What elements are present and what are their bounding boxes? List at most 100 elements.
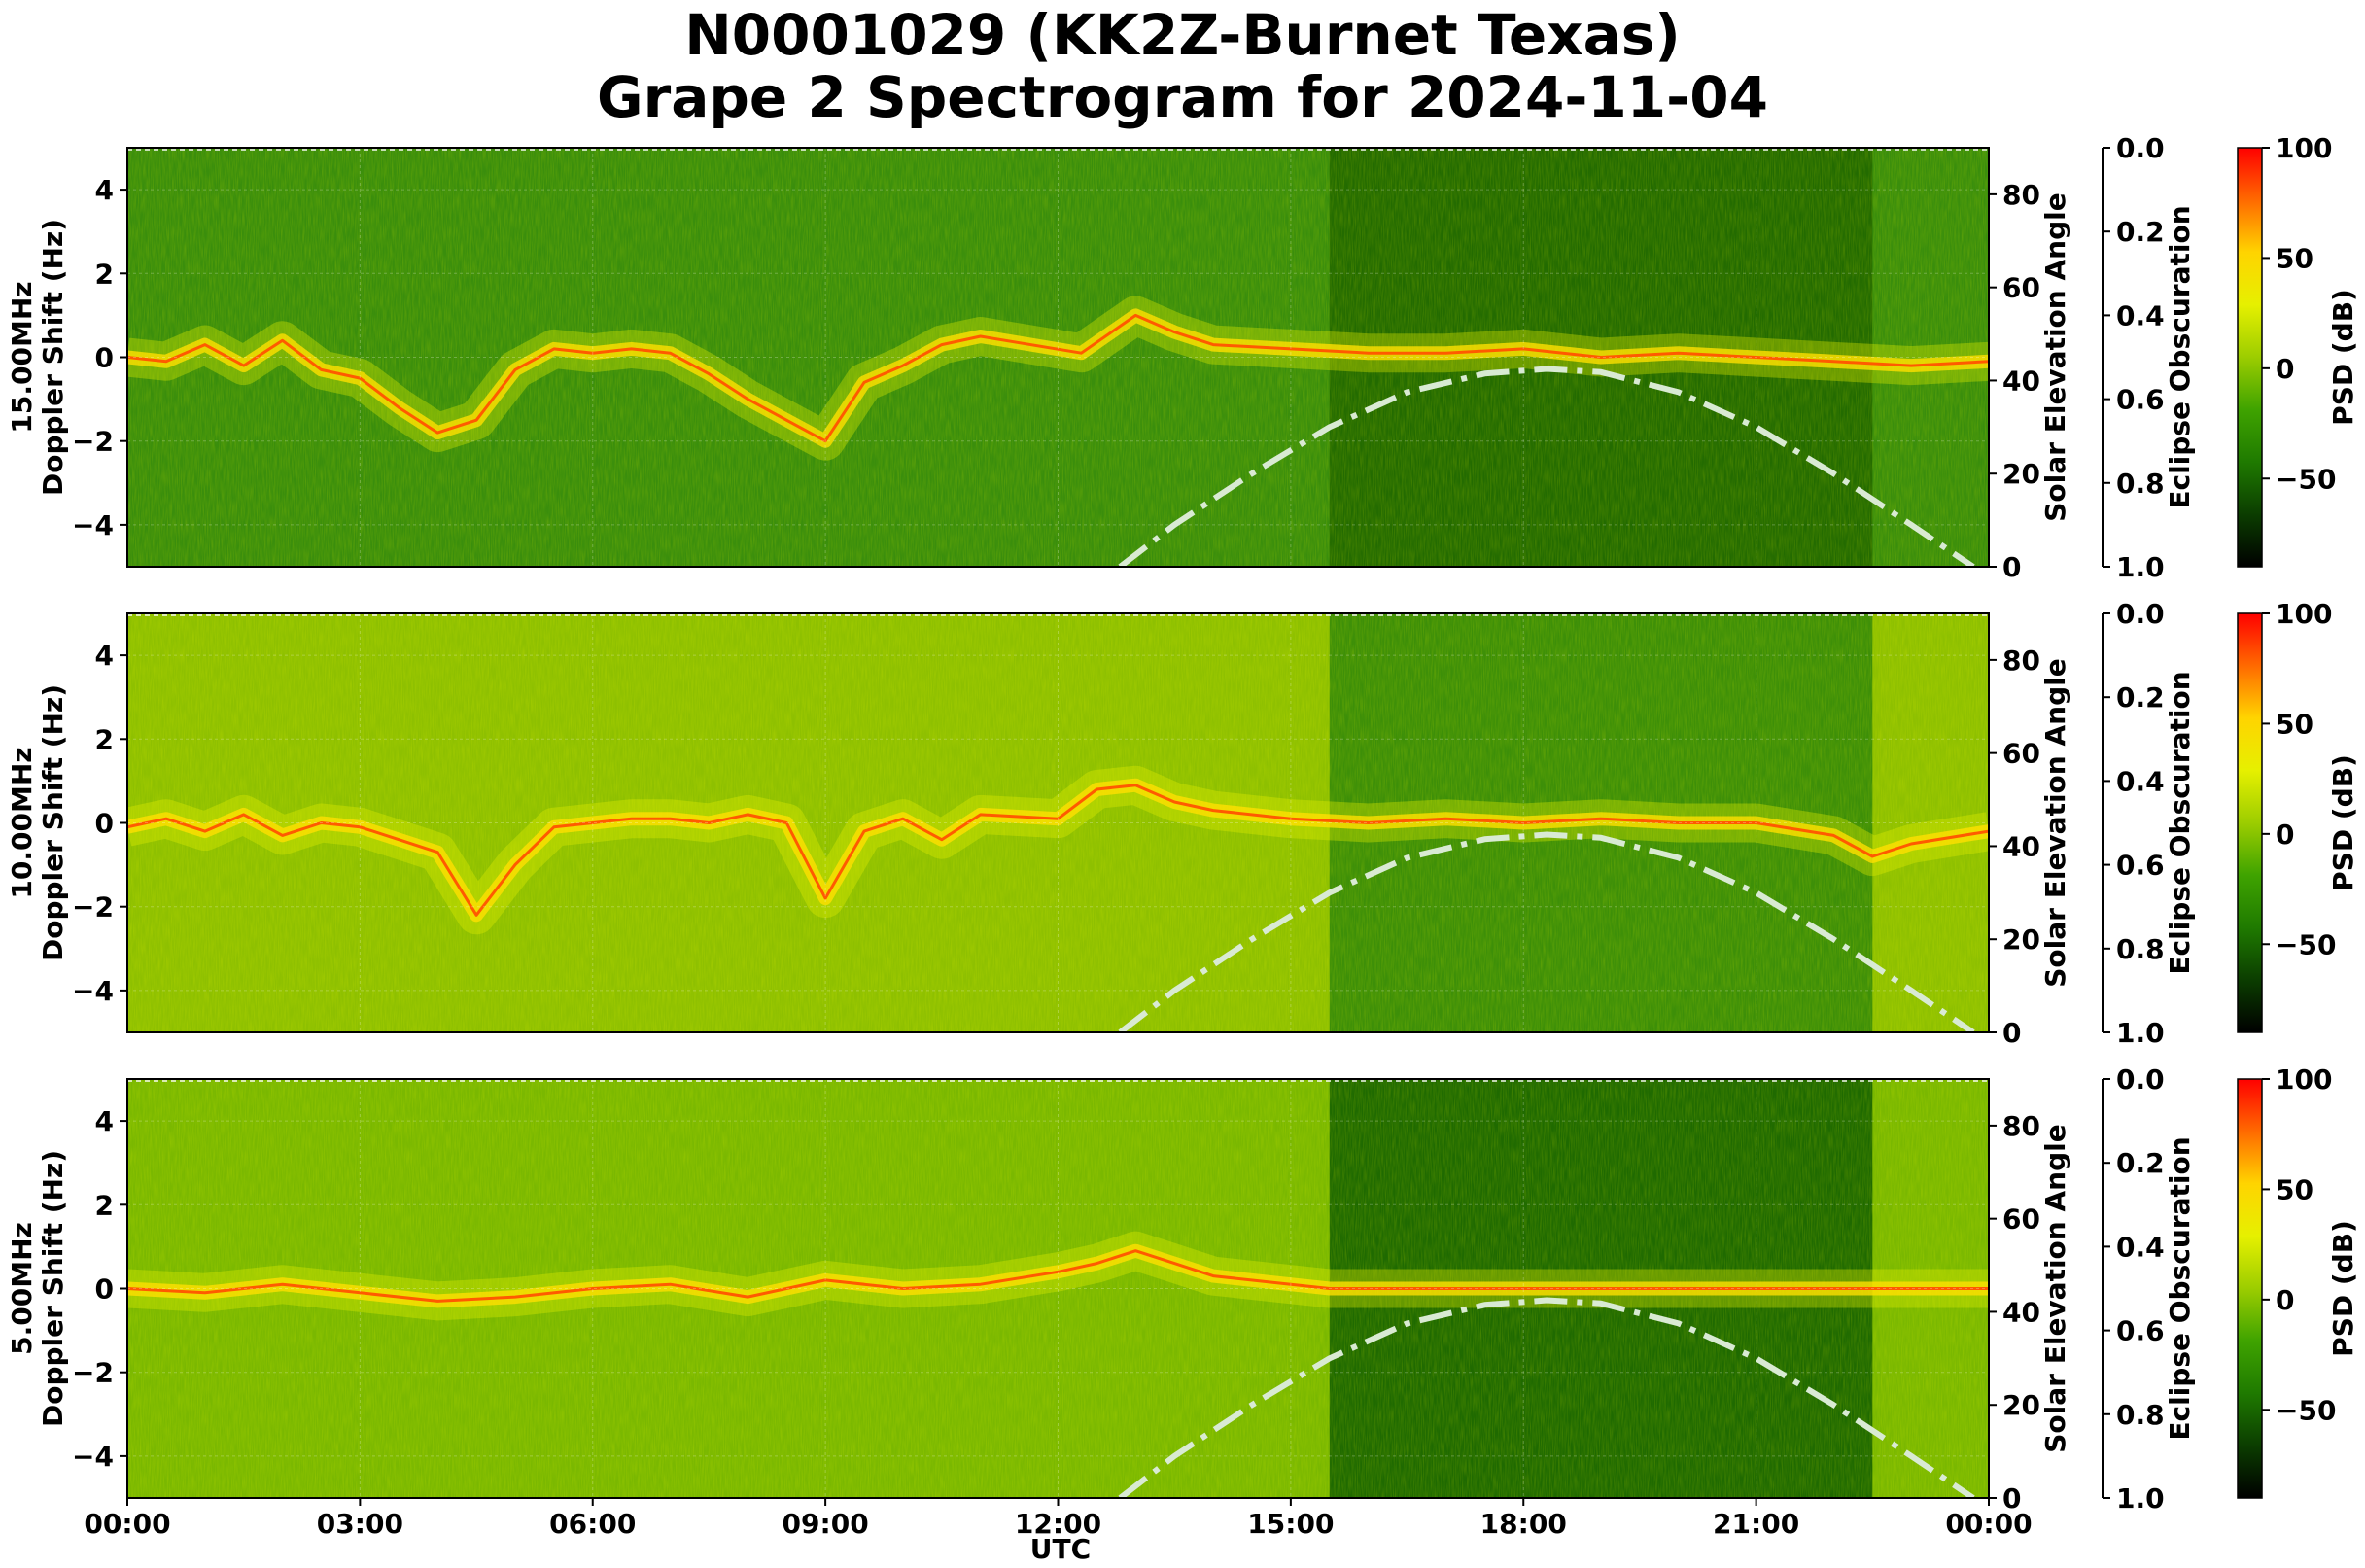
obscuration-tick-label: 0.2 — [2116, 681, 2165, 714]
colorbar-tick-label: −50 — [2276, 928, 2336, 960]
y-tick-label: 4 — [95, 1105, 114, 1137]
y-tick-label: 0 — [95, 1273, 114, 1306]
x-tick-label: 00:00 — [84, 1508, 170, 1540]
x-tick-label: 03:00 — [317, 1508, 403, 1540]
spectrogram-area — [127, 613, 1989, 1032]
chart-title-line1: N0001029 (KK2Z-Burnet Texas) — [684, 2, 1681, 68]
y-tick-label: 2 — [95, 723, 114, 755]
panel-10.00mhz: 420−2−410.00MHz Doppler Shift (Hz)0204060… — [6, 598, 2359, 1049]
elevation-tick-label: 0 — [2002, 1017, 2021, 1049]
y-axis-label: Doppler Shift (Hz) — [37, 1150, 69, 1427]
spectrogram-area — [127, 1079, 1989, 1498]
obscuration-axis-label: Eclipse Obscuration — [2164, 1136, 2196, 1440]
x-axis-label: UTC — [1030, 1533, 1091, 1565]
obscuration-axis-label: Eclipse Obscuration — [2164, 671, 2196, 974]
y-axis-label: Doppler Shift (Hz) — [37, 684, 69, 961]
colorbar — [2237, 1078, 2263, 1499]
x-tick-label: 09:00 — [783, 1508, 869, 1540]
x-tick-label: 15:00 — [1247, 1508, 1334, 1540]
elevation-tick-label: 40 — [2002, 1296, 2040, 1328]
elevation-tick-label: 20 — [2002, 458, 2040, 490]
x-tick-label: 18:00 — [1480, 1508, 1567, 1540]
obscuration-tick-label: 0.6 — [2116, 384, 2165, 416]
y-tick-label: 4 — [95, 174, 114, 206]
y-tick-label: −4 — [72, 509, 114, 541]
obscuration-tick-label: 1.0 — [2116, 551, 2165, 583]
x-tick-label: 12:00 — [1015, 1508, 1101, 1540]
solar-elevation-curve — [1118, 1297, 1975, 1498]
chart-title-line2: Grape 2 Spectrogram for 2024-11-04 — [597, 64, 1768, 130]
doppler-trace — [127, 784, 1989, 917]
elevation-tick-label: 80 — [2002, 645, 2040, 677]
colorbar-tick-label: 100 — [2276, 132, 2332, 164]
x-tick-label: 00:00 — [1945, 1508, 2032, 1540]
colorbar-tick-label: 50 — [2276, 1173, 2313, 1205]
x-tick-label: 21:00 — [1713, 1508, 1799, 1540]
obscuration-tick-label: 0.0 — [2116, 598, 2165, 630]
frequency-label: 15.00MHz — [6, 281, 38, 433]
elevation-tick-label: 80 — [2002, 179, 2040, 211]
obscuration-tick-label: 0.0 — [2116, 1063, 2165, 1096]
solar-elevation-curve — [1118, 831, 1975, 1032]
y-tick-label: 0 — [95, 808, 114, 840]
y-tick-label: 4 — [95, 640, 114, 672]
elevation-tick-label: 60 — [2002, 738, 2040, 770]
elevation-tick-label: 40 — [2002, 830, 2040, 862]
obscuration-tick-label: 1.0 — [2116, 1482, 2165, 1515]
colorbar — [2237, 612, 2263, 1033]
elevation-axis-label: Solar Elevation Angle — [2039, 658, 2071, 987]
elevation-tick-label: 0 — [2002, 551, 2021, 583]
obscuration-tick-label: 0.4 — [2116, 765, 2165, 797]
elevation-tick-label: 0 — [2002, 1482, 2021, 1515]
y-tick-label: 2 — [95, 1189, 114, 1221]
solar-elevation-curve — [1118, 366, 1975, 567]
y-tick-label: 2 — [95, 258, 114, 290]
colorbar-label: PSD (dB) — [2327, 289, 2359, 426]
colorbar — [2237, 147, 2263, 568]
panel-5.00mhz: 420−2−45.00MHz Doppler Shift (Hz)02040608… — [6, 1063, 2359, 1515]
frequency-label: 10.00MHz — [6, 747, 38, 898]
colorbar-tick-label: 0 — [2276, 353, 2294, 385]
obscuration-tick-label: 0.4 — [2116, 299, 2165, 331]
y-tick-label: 0 — [95, 342, 114, 374]
colorbar-tick-label: −50 — [2276, 1394, 2336, 1426]
y-tick-label: −2 — [72, 1357, 114, 1389]
x-tick-label: 06:00 — [549, 1508, 636, 1540]
frequency-label: 5.00MHz — [6, 1222, 38, 1355]
colorbar-tick-label: 50 — [2276, 242, 2313, 274]
obscuration-tick-label: 0.6 — [2116, 1315, 2165, 1347]
obscuration-tick-label: 1.0 — [2116, 1017, 2165, 1049]
doppler-trace — [127, 313, 1989, 443]
obscuration-axis-label: Eclipse Obscuration — [2164, 205, 2196, 508]
y-tick-label: −2 — [72, 891, 114, 923]
obscuration-tick-label: 0.2 — [2116, 216, 2165, 248]
elevation-tick-label: 40 — [2002, 365, 2040, 397]
elevation-tick-label: 60 — [2002, 1203, 2040, 1236]
obscuration-tick-label: 0.8 — [2116, 468, 2165, 500]
elevation-axis-label: Solar Elevation Angle — [2039, 1124, 2071, 1452]
obscuration-tick-label: 0.4 — [2116, 1231, 2165, 1263]
colorbar-tick-label: 100 — [2276, 1063, 2332, 1096]
colorbar-tick-label: 0 — [2276, 1284, 2294, 1316]
doppler-trace — [127, 1249, 1989, 1303]
spectrogram-area — [127, 148, 1989, 567]
elevation-tick-label: 20 — [2002, 923, 2040, 956]
colorbar-tick-label: 0 — [2276, 819, 2294, 851]
y-tick-label: −4 — [72, 975, 114, 1007]
colorbar-tick-label: −50 — [2276, 463, 2336, 495]
obscuration-tick-label: 0.0 — [2116, 132, 2165, 164]
colorbar-tick-label: 50 — [2276, 708, 2313, 740]
obscuration-tick-label: 0.8 — [2116, 933, 2165, 965]
obscuration-tick-label: 0.2 — [2116, 1147, 2165, 1179]
obscuration-tick-label: 0.8 — [2116, 1399, 2165, 1431]
colorbar-label: PSD (dB) — [2327, 1220, 2359, 1357]
elevation-tick-label: 80 — [2002, 1110, 2040, 1142]
colorbar-label: PSD (dB) — [2327, 754, 2359, 891]
y-axis-label: Doppler Shift (Hz) — [37, 219, 69, 496]
elevation-tick-label: 20 — [2002, 1389, 2040, 1421]
panel-15.00mhz: 420−2−415.00MHz Doppler Shift (Hz)0204060… — [6, 132, 2359, 583]
elevation-tick-label: 60 — [2002, 272, 2040, 304]
elevation-axis-label: Solar Elevation Angle — [2039, 192, 2071, 521]
y-tick-label: −2 — [72, 426, 114, 458]
y-tick-label: −4 — [72, 1441, 114, 1473]
